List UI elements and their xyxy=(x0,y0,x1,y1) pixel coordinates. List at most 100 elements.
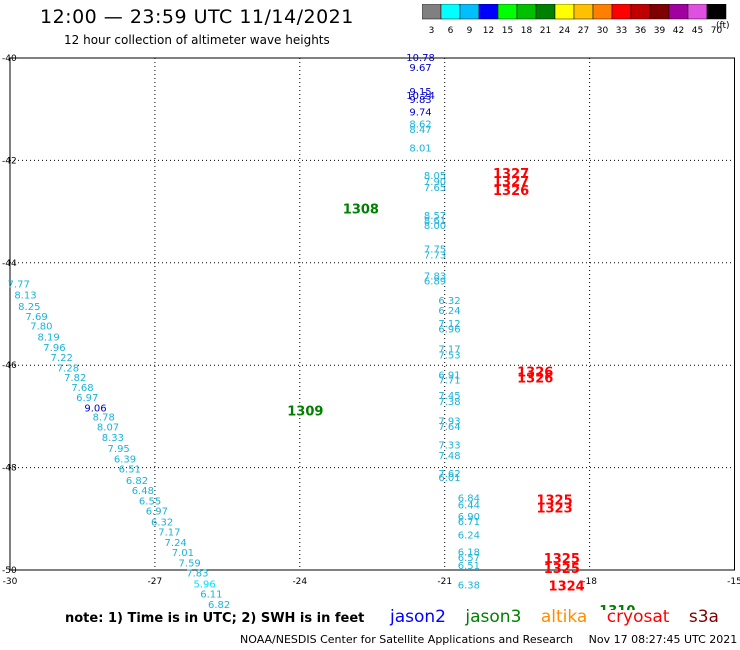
wave-height-value: 7.68 xyxy=(71,383,93,394)
wave-height-value: 8.47 xyxy=(409,125,431,136)
color-scale-bar: 3 6 9 12 15 18 21 24 27 30 33 36 39 42 45 70 xyxy=(422,4,727,36)
color-scale-label: 27 xyxy=(578,26,589,36)
longitude-label: -15 xyxy=(727,577,740,587)
color-scale-label: 45 xyxy=(692,26,703,36)
wave-height-value: 7.45 xyxy=(438,391,460,402)
wave-height-value: 7.59 xyxy=(179,558,201,569)
wave-height-value: 6.97 xyxy=(76,393,98,404)
wave-height-value: 6.57 xyxy=(458,553,480,564)
latitude-label: -50 xyxy=(2,566,17,576)
color-scale-label: 36 xyxy=(635,26,647,36)
wave-height-value: 8.57 xyxy=(424,211,446,222)
color-scale-label: 18 xyxy=(521,26,533,36)
wave-height-value: 7.75 xyxy=(424,245,446,256)
orbit-pass-number: 1324 xyxy=(549,579,585,594)
map-subtitle: 12 hour collection of altimeter wave hei… xyxy=(64,33,330,47)
wave-height-value: 8.78 xyxy=(93,412,115,423)
legend-s3a: s3a xyxy=(688,607,719,627)
wave-height-value: 8.62 xyxy=(409,120,431,131)
orbit-pass-number: 1327 xyxy=(493,175,529,190)
wave-height-value: 7.71 xyxy=(438,376,460,387)
wave-height-value: 7.80 xyxy=(30,321,52,332)
wave-height-value: 7.01 xyxy=(172,548,194,559)
wave-height-value: 7.83 xyxy=(186,569,208,580)
latitude-label: -44 xyxy=(2,259,17,269)
wave-height-value: 9.74 xyxy=(409,107,431,118)
wave-height-value: 6.24 xyxy=(438,306,460,317)
latitude-label: -46 xyxy=(2,361,17,371)
wave-height-value: 8.25 xyxy=(18,302,40,313)
longitude-label: -30 xyxy=(3,577,18,587)
wave-height-value: 7.33 xyxy=(438,441,460,452)
wave-height-value: 6.51 xyxy=(458,561,480,572)
wave-height-value: 7.96 xyxy=(43,343,65,354)
legend-altika: altika xyxy=(540,607,588,627)
wave-height-value: 6.24 xyxy=(458,530,480,541)
wave-height-value: 7.95 xyxy=(108,444,130,455)
wave-height-value: 8.13 xyxy=(14,291,36,302)
wave-height-value: 6.51 xyxy=(119,465,141,476)
wave-height-value: 6.84 xyxy=(458,493,480,504)
color-scale-label: 30 xyxy=(597,26,609,36)
orbit-pass-number: 1310 xyxy=(599,604,635,610)
wave-height-value: 7.64 xyxy=(438,422,460,433)
color-scale-label: 42 xyxy=(673,26,684,36)
color-scale-label: 15 xyxy=(502,26,513,36)
color-scale-label: 70 xyxy=(711,26,723,36)
wave-height-value: 6.32 xyxy=(438,296,460,307)
color-scale-label: 39 xyxy=(654,26,666,36)
orbit-pass-number: 1326 xyxy=(517,365,553,380)
orbit-pass-number: 1308 xyxy=(343,203,379,218)
wave-height-value: 6.18 xyxy=(458,548,480,559)
color-scale-label: 21 xyxy=(540,26,551,36)
longitude-label: -24 xyxy=(292,577,307,587)
footer-org: NOAA/NESDIS Center for Satellite Applica… xyxy=(240,633,574,646)
footer-timestamp: Nov 17 08:27:45 UTC 2021 xyxy=(588,633,738,646)
wave-height-value: 7.83 xyxy=(424,272,446,283)
wave-height-value: 5.96 xyxy=(194,579,216,590)
wave-height-value: 7.73 xyxy=(424,251,446,262)
wave-height-value: 7.12 xyxy=(438,319,460,330)
wave-height-value: 7.48 xyxy=(438,451,460,462)
wave-height-value: 8.19 xyxy=(38,333,60,344)
wave-height-value: 7.17 xyxy=(438,344,460,355)
map-note: note: 1) Time is in UTC; 2) SWH is in fe… xyxy=(65,611,365,626)
wave-height-value: 6.38 xyxy=(458,580,480,591)
color-scale-label: 6 xyxy=(448,26,454,36)
wave-height-value: 6.39 xyxy=(114,454,136,465)
orbit-pass-number: 1325 xyxy=(544,552,580,567)
wave-height-map: -40 -42 -44 -46 -48 -50-30 -27 -24 -21 -18 -15 10.7… xyxy=(2,53,740,610)
wave-height-value: 9.67 xyxy=(409,63,431,74)
wave-height-value: 7.24 xyxy=(165,538,187,549)
wave-height-value: 6.82 xyxy=(126,476,148,487)
orbit-pass-number: 1325 xyxy=(536,493,572,508)
wave-height-value: 6.01 xyxy=(438,473,460,484)
wave-height-value: 6.11 xyxy=(200,590,222,601)
wave-height-value: 8.07 xyxy=(97,423,119,434)
latitude-label: -48 xyxy=(2,464,17,474)
wave-height-value: 7.39 xyxy=(215,609,237,610)
longitude-label: -27 xyxy=(148,577,163,587)
wave-height-value: 7.38 xyxy=(438,397,460,408)
wave-height-value: 6.71 xyxy=(458,517,480,528)
map-frame xyxy=(9,57,735,571)
orbit-pass-number: 1323 xyxy=(536,502,572,517)
wave-height-value: 8.61 xyxy=(424,216,446,227)
wave-height-value: 6.97 xyxy=(146,507,168,518)
orbit-pass-number: 1327 xyxy=(493,167,529,182)
wave-height-value: 7.62 xyxy=(438,469,460,480)
wave-height-value: 6.55 xyxy=(139,496,161,507)
wave-height-value: 6.82 xyxy=(208,600,230,610)
legend-cryosat: cryosat xyxy=(606,607,670,627)
orbit-pass-number: 1326 xyxy=(517,372,553,387)
wave-height-value: 7.28 xyxy=(57,363,79,374)
wave-height-value: 7.82 xyxy=(64,373,86,384)
orbit-pass-number: 1326 xyxy=(493,184,529,199)
color-scale-label: 3 xyxy=(429,26,435,36)
longitude-label: -18 xyxy=(582,577,597,587)
wave-height-value: 6.89 xyxy=(424,276,446,287)
wave-height-value: 9.83 xyxy=(409,95,431,106)
color-scale-label: 12 xyxy=(483,26,494,36)
map-title: 12:00 — 23:59 UTC 11/14/2021 xyxy=(40,6,354,28)
orbit-pass-number: 1309 xyxy=(287,404,323,419)
